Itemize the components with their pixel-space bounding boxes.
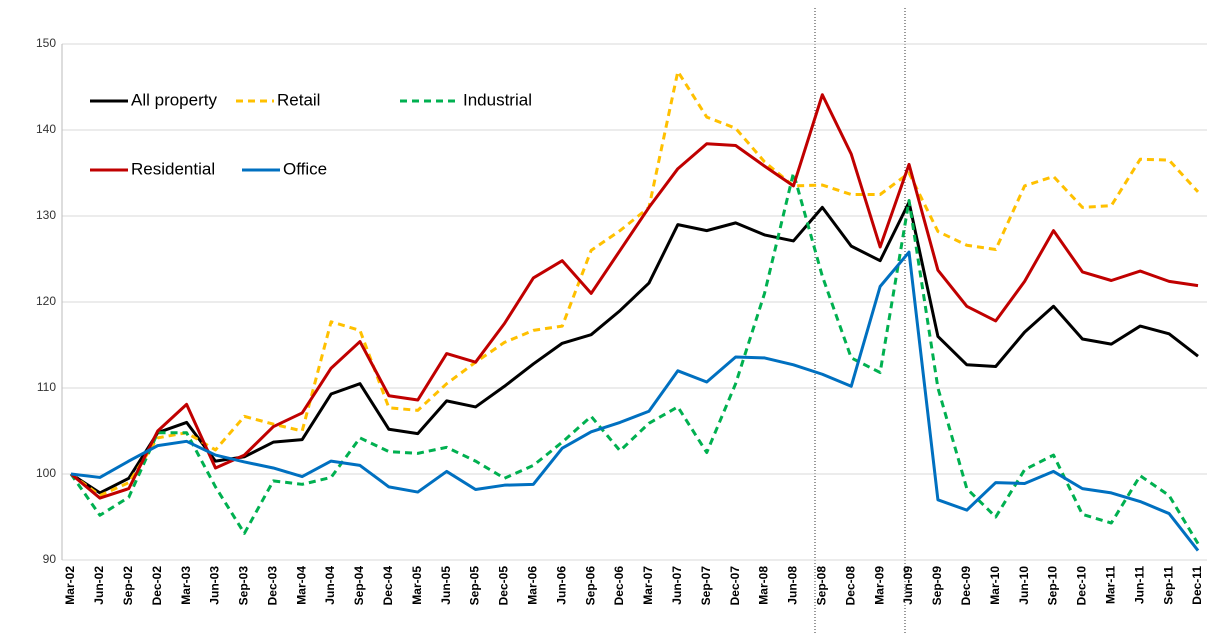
x-tick-label: Dec-03 — [265, 566, 279, 606]
x-tick-label: Jun-07 — [670, 566, 684, 605]
x-tick-label: Jun-04 — [323, 566, 337, 605]
x-tick-label: Mar-07 — [641, 566, 655, 605]
x-tick-label: Sep-10 — [1046, 566, 1060, 606]
x-tick-label: Dec-10 — [1075, 566, 1089, 606]
series-line — [69, 171, 1200, 545]
y-tick-label: 150 — [36, 36, 56, 50]
x-tick-label: Jun-06 — [554, 566, 568, 605]
x-tick-label: Jun-09 — [901, 566, 915, 605]
x-tick-label: Mar-02 — [63, 566, 77, 605]
x-tick-label: Jun-03 — [208, 566, 222, 605]
x-tick-label: Jun-11 — [1132, 566, 1146, 604]
x-tick-label: Sep-11 — [1161, 566, 1175, 605]
x-tick-label: Dec-09 — [959, 566, 973, 606]
x-tick-label: Mar-09 — [872, 566, 886, 605]
y-tick-label: 120 — [36, 294, 56, 308]
x-tick-label: Dec-04 — [381, 566, 395, 606]
x-tick-label: Mar-11 — [1103, 566, 1117, 604]
x-tick-label: Dec-07 — [728, 566, 742, 606]
series-line — [70, 93, 1199, 500]
x-tick-label: Dec-05 — [497, 566, 511, 606]
y-tick-label: 90 — [43, 552, 57, 566]
x-tick-label: Sep-06 — [583, 566, 597, 606]
legend-label: Retail — [277, 90, 320, 109]
x-tick-label: Jun-10 — [1017, 566, 1031, 605]
x-tick-label: Jun-08 — [786, 566, 800, 605]
x-tick-label: Sep-04 — [352, 566, 366, 606]
x-tick-label: Jun-02 — [92, 566, 106, 605]
x-tick-label: Dec-02 — [150, 566, 164, 606]
x-tick-label: Sep-08 — [815, 566, 829, 606]
x-tick-label: Dec-11 — [1190, 566, 1204, 605]
x-tick-label: Mar-05 — [410, 566, 424, 605]
x-tick-label: Sep-05 — [468, 566, 482, 606]
x-tick-label: Mar-03 — [179, 566, 193, 605]
x-tick-label: Mar-06 — [526, 566, 540, 605]
x-tick-label: Mar-04 — [294, 566, 308, 605]
x-tick-label: Sep-07 — [699, 566, 713, 606]
x-tick-label: Dec-08 — [843, 566, 857, 606]
legend-label: Industrial — [463, 90, 532, 109]
legend-label: All property — [131, 90, 217, 109]
y-tick-label: 100 — [36, 466, 56, 480]
y-tick-label: 130 — [36, 208, 56, 222]
x-tick-label: Sep-02 — [121, 566, 135, 606]
series-line — [70, 200, 1199, 495]
y-tick-label: 110 — [37, 380, 56, 394]
legend-label: Office — [283, 159, 327, 178]
series-line — [70, 250, 1200, 552]
x-tick-label: Jun-05 — [439, 566, 453, 605]
x-tick-label: Mar-10 — [988, 566, 1002, 605]
y-tick-label: 140 — [36, 122, 56, 136]
legend-label: Residential — [131, 159, 215, 178]
x-tick-label: Dec-06 — [612, 566, 626, 606]
x-tick-label: Sep-09 — [930, 566, 944, 606]
x-tick-label: Sep-03 — [237, 566, 251, 606]
series-line — [70, 70, 1200, 497]
x-tick-label: Mar-08 — [757, 566, 771, 605]
